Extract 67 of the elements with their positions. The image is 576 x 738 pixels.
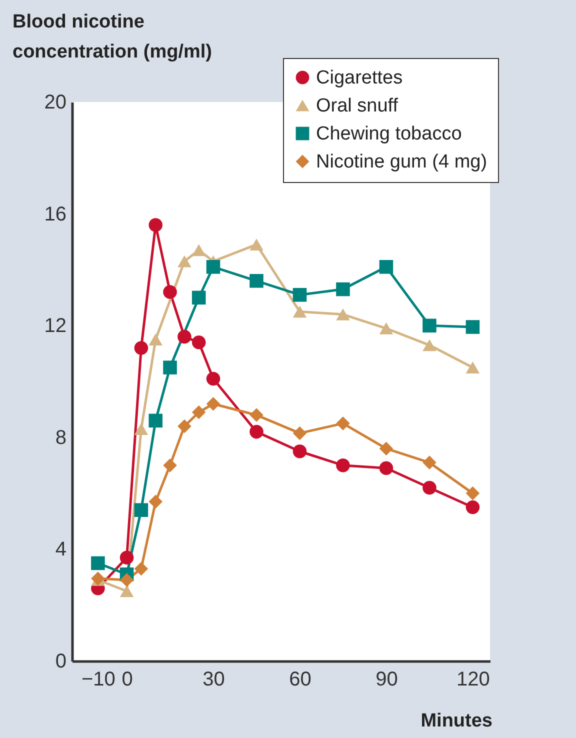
- point: [178, 419, 192, 434]
- point: [206, 372, 220, 386]
- point: [163, 285, 177, 299]
- point: [91, 556, 105, 570]
- point: [163, 360, 177, 374]
- y-tick-label: 0: [55, 650, 66, 672]
- point: [163, 458, 177, 472]
- point: [336, 458, 350, 472]
- point: [134, 503, 148, 517]
- point: [336, 282, 350, 296]
- point: [192, 290, 206, 305]
- y-tick-label: 16: [44, 203, 66, 226]
- point: [466, 500, 480, 514]
- point: [120, 585, 134, 598]
- point: [250, 408, 264, 422]
- point: [134, 423, 148, 435]
- point: [178, 330, 192, 344]
- x-tick-label: 30: [202, 668, 225, 690]
- legend-label: Oral snuff: [316, 96, 399, 116]
- point: [148, 414, 162, 428]
- point: [379, 461, 394, 476]
- x-tick-label: 90: [376, 668, 398, 690]
- point: [379, 442, 394, 456]
- point: [148, 494, 162, 509]
- point: [192, 244, 206, 256]
- point: [422, 318, 436, 332]
- point: [134, 341, 148, 355]
- y-axis-title: Blood nicotine concentration (mg/ml): [12, 12, 212, 62]
- point: [250, 238, 264, 251]
- point: [422, 339, 436, 352]
- point: [134, 562, 148, 576]
- point: [422, 456, 436, 470]
- point: [292, 306, 307, 318]
- point: [178, 255, 192, 268]
- point: [192, 335, 206, 350]
- point: [206, 260, 220, 274]
- legend-label: Cigarettes: [316, 68, 403, 88]
- x-tick-label: 60: [289, 668, 312, 690]
- point: [422, 480, 436, 495]
- point: [292, 426, 307, 440]
- x-tick-label: 0: [122, 668, 133, 690]
- point: [206, 396, 220, 411]
- legend-label: Chewing tobacco: [316, 124, 462, 144]
- point: [148, 334, 162, 346]
- point: [250, 424, 264, 439]
- point: [250, 274, 264, 288]
- point: [292, 444, 307, 458]
- x-axis-title: Minutes: [420, 710, 492, 732]
- y-tick-label: 8: [55, 426, 66, 449]
- legend-label: Nicotine gum (4 mg): [316, 152, 488, 172]
- point: [466, 320, 480, 334]
- point: [292, 288, 307, 302]
- x-tick-label: 120: [456, 668, 490, 690]
- y-tick-label: 20: [44, 92, 66, 114]
- point: [120, 573, 134, 587]
- y-tick-label: 4: [55, 538, 66, 561]
- point: [148, 218, 162, 232]
- point: [192, 405, 206, 420]
- y-tick-label: 12: [44, 315, 66, 338]
- point: [336, 416, 350, 430]
- point: [379, 322, 394, 334]
- point: [466, 362, 480, 374]
- point: [466, 486, 480, 500]
- x-tick-label: −10: [81, 668, 116, 690]
- point: [336, 308, 350, 320]
- point: [120, 550, 134, 564]
- point: [379, 260, 394, 274]
